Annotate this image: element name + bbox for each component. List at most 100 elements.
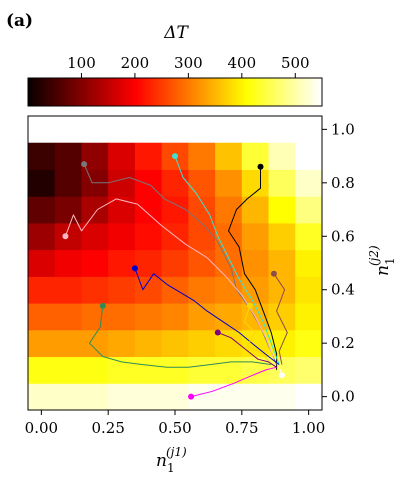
colorbar-segment bbox=[101, 78, 105, 106]
heatmap-cell bbox=[188, 329, 216, 358]
heatmap-cell bbox=[268, 356, 296, 384]
colorbar-segment bbox=[287, 78, 291, 106]
colorbar-segment bbox=[62, 78, 66, 106]
colorbar-segment bbox=[155, 78, 159, 106]
heatmap-cell bbox=[28, 222, 56, 251]
colorbar-segment bbox=[177, 78, 181, 106]
heatmap-cell bbox=[54, 329, 82, 358]
colorbar-segment bbox=[277, 78, 281, 106]
y-axis-label-main: n bbox=[373, 265, 393, 276]
heatmap-cell bbox=[215, 383, 243, 410]
colorbar-segment bbox=[226, 78, 230, 106]
colorbar-segment bbox=[42, 78, 46, 106]
colorbar-segment bbox=[192, 78, 196, 106]
colorbar-segment bbox=[319, 78, 323, 106]
heatmap-cell bbox=[215, 356, 243, 384]
heatmap-cell bbox=[54, 276, 82, 304]
colorbar-segment bbox=[292, 78, 296, 106]
trajectory-line bbox=[89, 305, 272, 368]
colorbar-segment bbox=[113, 78, 117, 106]
colorbar-segment bbox=[299, 78, 303, 106]
heatmap-cell bbox=[188, 142, 216, 170]
colorbar-segment bbox=[118, 78, 122, 106]
colorbar-segment bbox=[37, 78, 41, 106]
heatmap-cell bbox=[134, 303, 163, 331]
colorbar-segment bbox=[35, 78, 39, 106]
colorbar-segment bbox=[157, 78, 161, 106]
trajectory-line bbox=[174, 155, 280, 365]
colorbar-segment bbox=[140, 78, 144, 106]
colorbar-segment bbox=[290, 78, 294, 106]
colorbar-segment bbox=[126, 78, 130, 106]
colorbar-segment bbox=[263, 78, 267, 106]
heatmap-cell bbox=[161, 329, 189, 358]
y-tick-label: 0.2 bbox=[331, 334, 355, 352]
colorbar-segment bbox=[145, 78, 149, 106]
colorbar-segment bbox=[67, 78, 71, 106]
heatmap-cell bbox=[134, 383, 163, 410]
colorbar-segment bbox=[184, 78, 188, 106]
heatmap-cell bbox=[54, 356, 82, 384]
heatmap-cell bbox=[108, 169, 136, 197]
heatmap-cell bbox=[54, 249, 82, 277]
colorbar-segment bbox=[206, 78, 210, 106]
colorbar-segment bbox=[312, 78, 316, 106]
colorbar-segment bbox=[96, 78, 100, 106]
colorbar-segment bbox=[111, 78, 115, 106]
heatmap-cell bbox=[241, 383, 270, 410]
y-axis-label: n 1 (j2) bbox=[367, 245, 397, 276]
heatmap-cell bbox=[28, 196, 56, 224]
heatmap-cell bbox=[215, 142, 243, 170]
heatmap-cell bbox=[108, 383, 136, 410]
colorbar-segment bbox=[103, 78, 107, 106]
colorbar-segment bbox=[123, 78, 127, 106]
panel-label: (a) bbox=[6, 11, 33, 31]
heatmap-cell bbox=[28, 276, 56, 304]
colorbar-segment bbox=[69, 78, 73, 106]
x-tick-label: 0.25 bbox=[91, 419, 124, 437]
colorbar-segment bbox=[258, 78, 262, 106]
heatmap-cell bbox=[161, 276, 189, 304]
colorbar-segment bbox=[228, 78, 232, 106]
colorbar-segment bbox=[273, 78, 277, 106]
trajectory-start-point bbox=[131, 265, 138, 272]
colorbar-segment bbox=[199, 78, 203, 106]
colorbar-segment bbox=[57, 78, 61, 106]
colorbar-segment bbox=[214, 78, 218, 106]
heatmap-cell bbox=[108, 356, 136, 384]
colorbar-segment bbox=[47, 78, 51, 106]
trajectory-start-point bbox=[246, 302, 253, 309]
heatmap-cell bbox=[54, 196, 82, 224]
heatmap-cell bbox=[268, 169, 296, 197]
heatmap-cell bbox=[108, 142, 136, 170]
colorbar-segment bbox=[52, 78, 56, 106]
heatmap-cell bbox=[161, 169, 189, 197]
trajectory-line bbox=[273, 273, 288, 365]
trajectory-start-point bbox=[172, 153, 178, 160]
heatmap-cell bbox=[81, 383, 109, 410]
colorbar-segment bbox=[187, 78, 191, 106]
colorbar-segment bbox=[307, 78, 311, 106]
colorbar-segment bbox=[231, 78, 235, 106]
colorbar-segment bbox=[143, 78, 147, 106]
trajectory-line bbox=[217, 332, 277, 368]
heatmap-cell bbox=[295, 303, 322, 331]
colorbar-segment bbox=[219, 78, 223, 106]
heatmap-cell bbox=[54, 303, 82, 331]
colorbar-segment bbox=[40, 78, 44, 106]
heatmap-cell bbox=[134, 142, 163, 170]
heatmap-cell bbox=[188, 169, 216, 197]
colorbar-segment bbox=[30, 78, 34, 106]
trajectory-start-point bbox=[99, 302, 106, 309]
trajectory-start-point bbox=[62, 233, 69, 240]
colorbar-segment bbox=[133, 78, 137, 106]
colorbar-segment bbox=[150, 78, 154, 106]
y-axis-label-sub: 1 bbox=[383, 257, 397, 265]
heatmap-cell bbox=[268, 303, 296, 331]
trajectory-line bbox=[64, 198, 275, 360]
colorbar-segment bbox=[94, 78, 98, 106]
heatmap-cell bbox=[134, 222, 163, 251]
colorbar-segment bbox=[152, 78, 156, 106]
heatmap-cell bbox=[241, 222, 270, 251]
